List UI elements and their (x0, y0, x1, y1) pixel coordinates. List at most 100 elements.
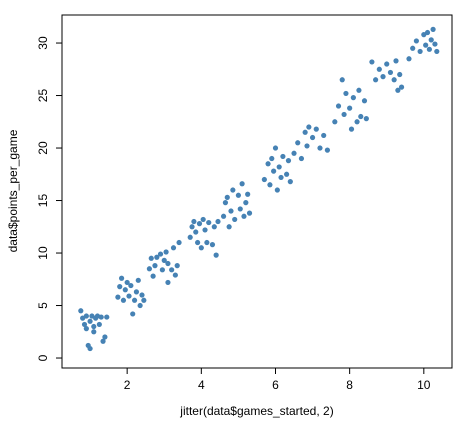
point (291, 150, 297, 156)
point (274, 187, 280, 193)
point (141, 297, 147, 303)
y-tick-label: 30 (36, 36, 50, 50)
point (432, 41, 438, 47)
point (198, 245, 204, 251)
point (306, 124, 312, 130)
point (434, 48, 440, 55)
point (118, 275, 125, 281)
point (272, 145, 279, 151)
point (317, 145, 323, 151)
point (237, 206, 243, 212)
point (83, 326, 89, 332)
point (295, 140, 301, 146)
point (387, 69, 394, 76)
point (91, 323, 97, 330)
point (398, 84, 405, 90)
point (347, 105, 353, 111)
point (313, 126, 319, 132)
point (245, 191, 251, 197)
point (284, 171, 290, 177)
point (87, 318, 93, 324)
point (128, 282, 134, 289)
point (131, 297, 138, 303)
y-tick-label: 25 (36, 89, 50, 103)
x-axis-label: jitter(data$games_started, 2) (179, 404, 333, 418)
point (395, 87, 401, 93)
point (172, 272, 178, 278)
point (102, 334, 108, 340)
point (98, 314, 104, 320)
point (159, 267, 165, 273)
point (189, 224, 195, 230)
point (423, 42, 429, 48)
point (335, 103, 342, 109)
point (135, 277, 141, 283)
point (339, 77, 345, 83)
point (373, 77, 379, 83)
point (332, 119, 338, 125)
y-tick-label: 15 (36, 194, 50, 208)
point (271, 168, 277, 174)
point (96, 321, 102, 328)
point (195, 239, 201, 246)
point (115, 294, 121, 300)
point (239, 181, 245, 187)
point (133, 289, 140, 295)
point (124, 279, 130, 286)
point (424, 29, 431, 36)
point (122, 287, 128, 293)
point (280, 153, 286, 160)
plot-frame (61, 14, 453, 369)
point (81, 321, 88, 328)
point (428, 37, 434, 43)
point (358, 113, 364, 120)
point (130, 311, 136, 317)
point (397, 71, 403, 78)
point (224, 194, 230, 200)
point (139, 292, 145, 298)
point (350, 95, 356, 101)
point (206, 219, 212, 226)
point (215, 218, 221, 225)
point (393, 58, 399, 64)
point (369, 59, 375, 65)
point (309, 134, 316, 141)
point (226, 224, 232, 230)
point (341, 111, 347, 118)
point (146, 266, 153, 272)
y-tick-label: 5 (36, 302, 50, 309)
point (361, 98, 368, 104)
point (174, 263, 180, 269)
point (230, 187, 236, 193)
point (193, 229, 199, 235)
point (209, 242, 216, 248)
point (83, 313, 89, 319)
y-axis-label: data$points_per_game (6, 129, 20, 252)
point (380, 74, 386, 80)
point (163, 249, 169, 255)
point (410, 45, 416, 51)
point (391, 77, 397, 83)
point (117, 284, 123, 290)
point (154, 254, 160, 260)
point (287, 179, 293, 185)
point (363, 116, 369, 122)
point (430, 26, 436, 32)
point (152, 263, 158, 269)
y-tick-label: 0 (36, 354, 50, 361)
point (235, 192, 242, 198)
point (87, 345, 93, 352)
point (220, 213, 227, 219)
x-tick-label: 6 (272, 378, 279, 392)
point (126, 293, 132, 299)
x-tick-label: 8 (346, 378, 353, 392)
point (191, 218, 197, 225)
point (213, 252, 219, 258)
point (150, 273, 156, 279)
point (202, 227, 208, 233)
point (157, 251, 164, 257)
point (285, 158, 292, 164)
point (265, 161, 271, 167)
point (78, 308, 84, 314)
